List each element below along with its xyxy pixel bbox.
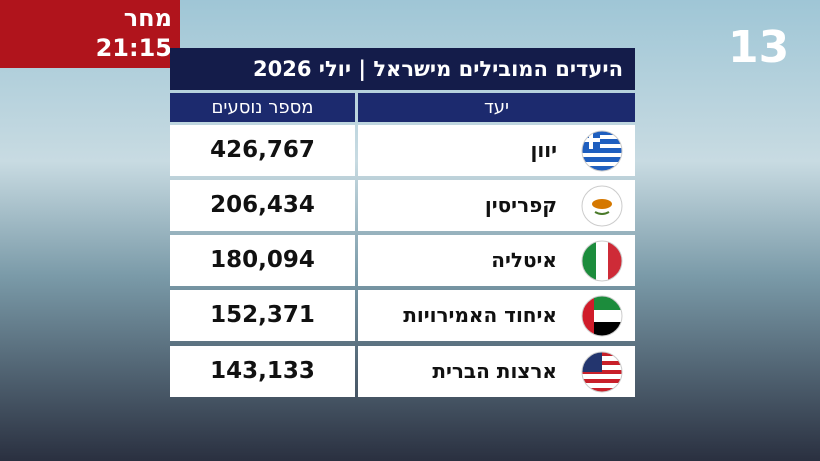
destination: איחוד האמירויות bbox=[403, 303, 557, 327]
flag-icon bbox=[581, 130, 623, 172]
destination-cell: קפריסין bbox=[358, 180, 635, 231]
channel-logo: 13 bbox=[728, 22, 790, 73]
flag-icon bbox=[581, 185, 623, 227]
destination: איטליה bbox=[491, 248, 557, 272]
flag-icon bbox=[581, 240, 623, 282]
destination: ארצות הברית bbox=[432, 359, 557, 383]
flag-icon bbox=[581, 351, 623, 393]
passenger-count: 143,133 bbox=[170, 346, 355, 397]
passenger-count: 152,371 bbox=[170, 290, 355, 341]
column-header: מספר נוסעים bbox=[170, 93, 355, 122]
column-header: יעד bbox=[358, 93, 635, 122]
table-title: היעדים המובילים מישראל | יולי 2026 bbox=[170, 48, 635, 90]
promo-box: מחר 21:15 bbox=[0, 0, 180, 68]
destination-cell: איטליה bbox=[358, 235, 635, 286]
destination: קפריסין bbox=[484, 193, 557, 217]
destination-cell: ארצות הברית bbox=[358, 346, 635, 397]
promo-label: מחר bbox=[123, 4, 172, 32]
passenger-count: 180,094 bbox=[170, 235, 355, 286]
destination-cell: איחוד האמירויות bbox=[358, 290, 635, 341]
destination-cell: יוון bbox=[358, 125, 635, 176]
destination: יוון bbox=[530, 138, 557, 162]
passenger-count: 206,434 bbox=[170, 180, 355, 231]
flag-icon bbox=[581, 295, 623, 337]
promo-time: 21:15 bbox=[95, 34, 172, 62]
passenger-count: 426,767 bbox=[170, 125, 355, 176]
